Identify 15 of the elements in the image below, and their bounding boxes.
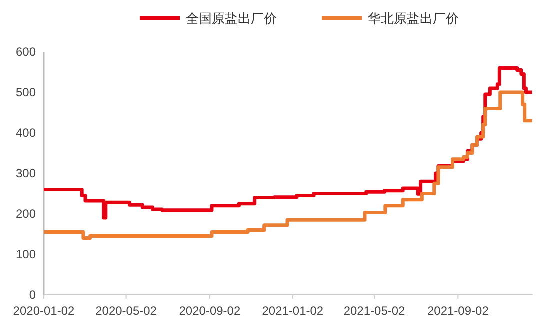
- y-tick-label: 0: [29, 288, 36, 302]
- y-tick-label: 400: [16, 126, 36, 140]
- y-tick-label: 300: [16, 166, 36, 180]
- x-tick-label: 2020-05-02: [96, 304, 158, 318]
- y-tick-label: 200: [16, 207, 36, 221]
- y-tick-label: 500: [16, 86, 36, 100]
- x-tick-label: 2020-09-02: [179, 304, 241, 318]
- x-tick-label: 2021-01-02: [262, 304, 324, 318]
- x-tick-label: 2021-09-02: [427, 304, 490, 318]
- x-tick-label: 2021-05-02: [344, 304, 406, 318]
- legend-label: 全国原盐出厂价: [186, 11, 277, 26]
- legend-label: 华北原盐出厂价: [368, 11, 459, 26]
- y-tick-label: 600: [16, 45, 36, 59]
- y-tick-label: 100: [16, 248, 36, 262]
- x-tick-label: 2020-01-02: [13, 304, 76, 318]
